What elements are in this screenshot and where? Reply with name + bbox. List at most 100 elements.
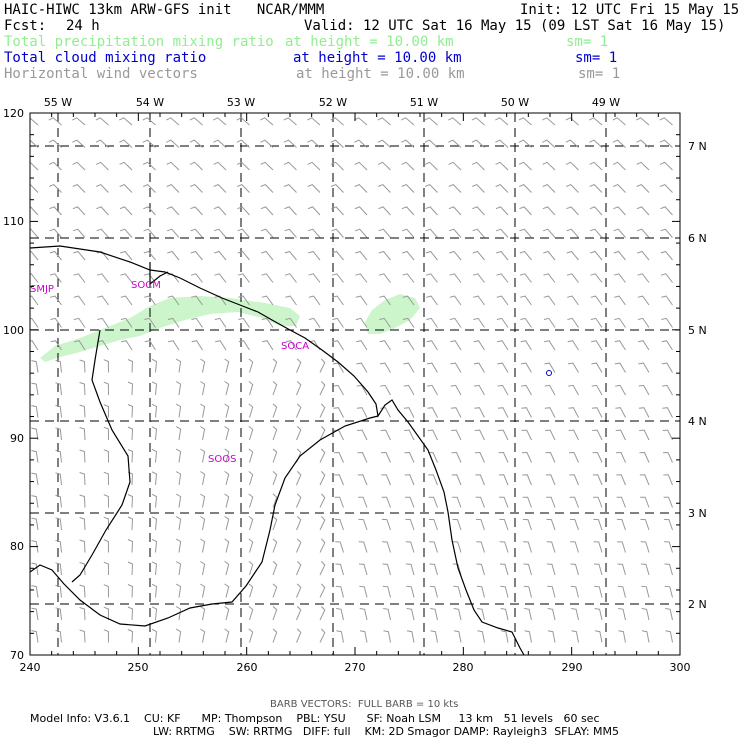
wind-barb xyxy=(428,474,438,486)
wind-barb xyxy=(127,359,134,373)
wind-barb xyxy=(30,250,39,261)
wind-barb xyxy=(214,250,227,261)
wind-barb xyxy=(72,139,86,148)
wind-barb xyxy=(617,585,626,598)
wind-barb xyxy=(661,362,673,373)
wind-barb xyxy=(103,629,109,643)
wind-barb xyxy=(151,538,158,553)
wind-barb xyxy=(260,184,274,193)
wind-barb xyxy=(332,362,344,373)
wind-barb xyxy=(613,206,626,216)
wind-barb xyxy=(238,340,250,351)
wind-barb xyxy=(175,516,182,531)
wind-barb xyxy=(296,516,302,531)
wind-barb xyxy=(248,516,254,531)
wind-barb xyxy=(428,518,438,531)
wind-barb xyxy=(448,184,462,193)
wind-barb xyxy=(50,295,62,306)
wind-barb xyxy=(120,273,133,283)
wind-barb xyxy=(331,184,344,193)
wind-barb xyxy=(473,362,485,373)
wind-barb xyxy=(402,295,415,306)
wind-barb xyxy=(308,250,321,261)
wind-barb xyxy=(248,493,254,508)
wind-barb xyxy=(144,295,156,306)
wind-barb xyxy=(591,362,603,373)
wind-barb xyxy=(544,340,556,351)
wind-barb xyxy=(544,384,556,396)
wind-barb xyxy=(378,250,391,261)
wind-barb xyxy=(589,161,603,171)
lon-label-50w: 50 W xyxy=(501,96,529,109)
wind-barb xyxy=(567,295,579,306)
wind-barb xyxy=(175,538,182,553)
wind-barb xyxy=(404,474,415,486)
wind-barb xyxy=(236,161,250,171)
wind-barb xyxy=(79,629,86,643)
wind-barb xyxy=(358,541,368,553)
wind-barb xyxy=(665,608,673,621)
wind-barb xyxy=(405,496,415,508)
wind-barb xyxy=(500,608,509,621)
wind-barb xyxy=(378,273,391,283)
wind-barb xyxy=(215,340,227,351)
wind-barb xyxy=(79,607,86,621)
wind-barb xyxy=(127,381,134,396)
wind-barb xyxy=(31,382,39,396)
wind-barb xyxy=(283,139,297,148)
wind-barb xyxy=(260,206,274,216)
wind-barb xyxy=(542,206,556,216)
wind-barb xyxy=(637,295,650,306)
wind-barb xyxy=(495,184,509,193)
wind-barb xyxy=(151,448,158,463)
field-wind-height: at height = 10.00 km xyxy=(296,66,465,82)
wind-barb xyxy=(570,563,579,576)
wind-barb xyxy=(544,407,556,418)
wind-barb xyxy=(521,429,532,441)
wind-barb xyxy=(55,404,62,418)
wind-barb xyxy=(30,206,39,216)
wind-barb xyxy=(48,161,62,171)
wind-barb xyxy=(448,139,462,148)
wind-barb xyxy=(119,184,133,193)
wind-barb xyxy=(319,403,326,418)
wind-barb xyxy=(471,139,485,148)
wind-barb xyxy=(452,496,462,508)
wind-barb xyxy=(358,496,368,508)
forecast-label: Fcst: xyxy=(4,18,47,34)
wind-barb xyxy=(31,405,39,418)
wind-barb xyxy=(354,206,368,216)
x-tick-260: 260 xyxy=(237,661,258,674)
wind-barb xyxy=(452,541,462,553)
wind-barb xyxy=(380,407,391,418)
wind-barb xyxy=(499,496,509,508)
wind-barb xyxy=(95,161,109,171)
wind-barb xyxy=(354,184,368,193)
wind-barb xyxy=(261,317,274,328)
wind-barb xyxy=(237,250,250,261)
init-time: Init: 12 UTC Fri 15 May 15 xyxy=(520,2,740,18)
wind-barb xyxy=(615,451,626,463)
wind-barb xyxy=(260,228,274,238)
wind-barb xyxy=(357,429,368,441)
lat-label-6n: 6 N xyxy=(688,232,707,245)
wind-barb xyxy=(660,184,673,193)
wind-barb xyxy=(499,541,509,553)
wind-barb xyxy=(260,139,274,148)
wind-barb xyxy=(612,139,626,148)
wind-barb xyxy=(452,518,462,531)
wind-barb xyxy=(308,273,321,283)
wind-barb xyxy=(614,295,626,306)
wind-barb xyxy=(521,384,532,396)
wind-barb xyxy=(379,362,391,373)
lon-label-49w: 49 W xyxy=(592,96,620,109)
wind-barb xyxy=(103,426,109,441)
wind-barb xyxy=(425,184,438,193)
wind-barb xyxy=(356,384,368,396)
field-precip-height: at height = 10.00 km xyxy=(285,34,454,50)
wind-barb xyxy=(590,250,603,261)
wind-barb xyxy=(660,273,673,283)
wind-barb xyxy=(660,250,673,261)
wind-barb xyxy=(272,448,278,463)
wind-barb xyxy=(285,317,297,328)
